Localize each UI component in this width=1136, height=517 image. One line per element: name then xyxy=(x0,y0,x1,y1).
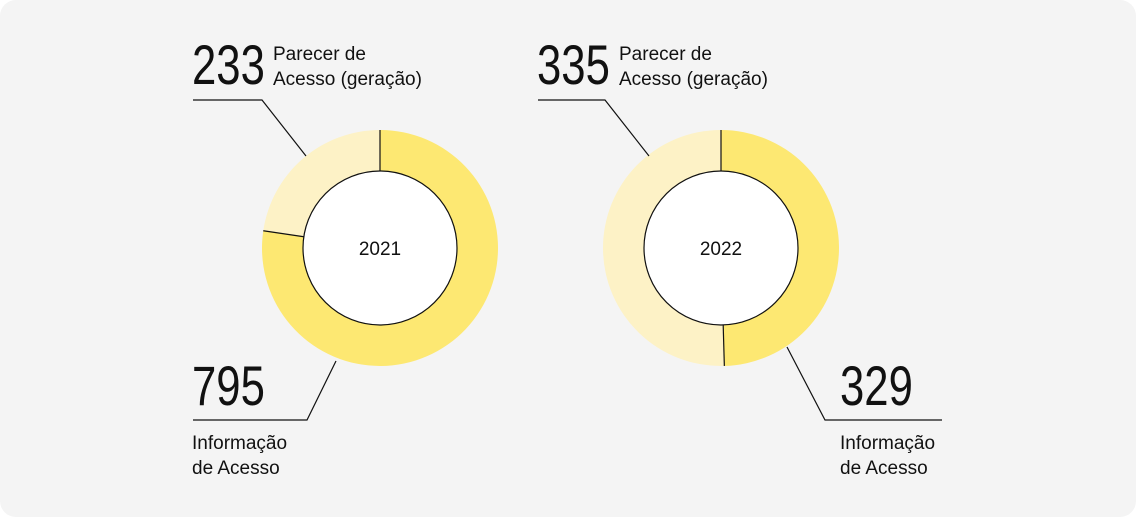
primary-category-label: Informação xyxy=(192,433,287,454)
slice-parecer-de-acesso-2021 xyxy=(263,130,380,237)
chart-year-label: 2022 xyxy=(700,239,742,260)
slice-informacao-de-acesso-2022 xyxy=(721,130,839,366)
donut-chart-2022: 2022 335 Parecer de Acesso (geração) 329… xyxy=(537,34,942,479)
secondary-leader-line xyxy=(193,99,307,157)
secondary-value-label: 233 xyxy=(192,34,265,96)
secondary-category-label: Acesso (geração) xyxy=(273,69,422,90)
primary-value-label: 329 xyxy=(840,355,913,417)
primary-category-label: de Acesso xyxy=(840,458,928,479)
primary-leader-line xyxy=(786,346,942,421)
secondary-category-label: Parecer de xyxy=(273,44,366,65)
primary-category-label: Informação xyxy=(840,433,935,454)
secondary-category-label: Acesso (geração) xyxy=(619,69,768,90)
slice-separator xyxy=(263,230,304,238)
secondary-value-label: 335 xyxy=(537,34,610,96)
primary-leader-line xyxy=(193,360,337,421)
primary-value-label: 795 xyxy=(192,355,265,417)
secondary-category-label: Parecer de xyxy=(619,44,712,65)
slice-separator xyxy=(722,324,725,366)
slice-parecer-de-acesso-2022 xyxy=(602,130,725,367)
secondary-leader-line xyxy=(538,99,650,157)
slice-informacao-de-acesso-2021 xyxy=(262,130,499,366)
chart-year-label: 2021 xyxy=(359,239,401,260)
primary-category-label: de Acesso xyxy=(192,458,280,479)
donut-chart-2021: 2021 233 Parecer de Acesso (geração) 795… xyxy=(192,34,499,479)
